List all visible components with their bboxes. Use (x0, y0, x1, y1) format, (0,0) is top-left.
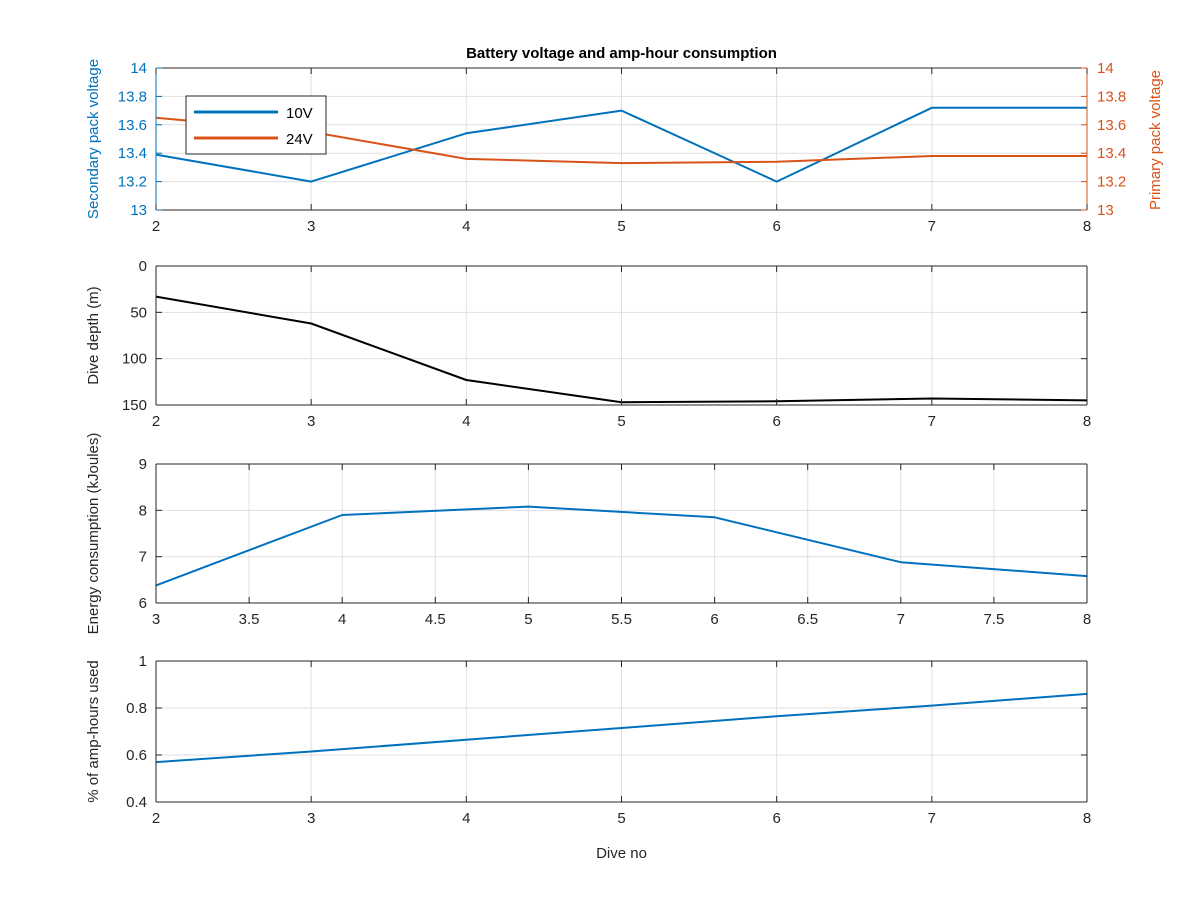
y-axis-label-right: Primary pack voltage (1147, 70, 1164, 210)
legend-label-24v: 24V (286, 131, 313, 148)
x-tick-label: 2 (152, 413, 160, 430)
y-tick-label-left: 9 (139, 456, 147, 473)
y-tick-label-left: 13.8 (118, 88, 147, 105)
chart-panel-3: 3 3.5 4 4.5 5 5.5 6 6.5 7 7.5 8 6 7 8 9 Energy consumpt… (85, 433, 1091, 635)
y-tick-label-right: 13 (1097, 202, 1114, 219)
y-axis-label-left: Dive depth (m) (85, 286, 102, 384)
y-tick-label-left: 0.6 (126, 747, 147, 764)
x-tick-label: 4 (462, 413, 470, 430)
y-tick-label-left: 13.2 (118, 174, 147, 191)
y-tick-label-left: 8 (139, 502, 147, 519)
y-tick-label-left: 7 (139, 549, 147, 566)
x-tick-label: 3 (307, 413, 315, 430)
y-tick-label-right: 13.2 (1097, 174, 1126, 191)
y-axis-label-left: Secondary pack voltage (85, 59, 102, 219)
x-tick-label: 7 (897, 611, 905, 628)
y-axis-label-left: Energy consumption (kJoules) (85, 433, 102, 635)
x-tick-label: 8 (1083, 218, 1091, 235)
y-tick-label-left: 13.4 (118, 145, 147, 162)
x-tick-label: 3 (152, 611, 160, 628)
y-tick-label-right: 13.6 (1097, 117, 1126, 134)
x-tick-label: 7 (928, 810, 936, 827)
y-tick-label-left: 13.6 (118, 117, 147, 134)
x-tick-label: 3 (307, 218, 315, 235)
x-tick-label: 6 (710, 611, 718, 628)
chart-panel-1: 2 3 4 5 6 7 8 13 13.2 13.4 13.6 13.8 14 13 13.2 13.4 13.… (85, 45, 1164, 235)
chart-title: Battery voltage and amp-hour consumption (466, 45, 777, 62)
x-tick-label: 2 (152, 218, 160, 235)
x-tick-label: 5 (617, 218, 625, 235)
x-tick-label: 8 (1083, 413, 1091, 430)
x-tick-label: 7 (928, 413, 936, 430)
x-tick-label: 5 (617, 810, 625, 827)
x-tick-label: 5 (617, 413, 625, 430)
x-tick-label: 6.5 (797, 611, 818, 628)
chart-panel-2: 2 3 4 5 6 7 8 0 50 100 150 Dive depth (m) (85, 258, 1091, 430)
legend: 10V 24V (185, 95, 327, 155)
x-tick-label: 8 (1083, 810, 1091, 827)
x-tick-label: 6 (772, 218, 780, 235)
y-tick-label-left: 6 (139, 595, 147, 612)
y-tick-label-left: 0.4 (126, 794, 147, 811)
x-tick-label: 6 (772, 413, 780, 430)
y-axis-label-left: % of amp-hours used (85, 660, 102, 803)
y-tick-label-left: 14 (130, 60, 147, 77)
chart-panel-4: 2 3 4 5 6 7 8 0.4 0.6 0.8 1 % of amp-hours used Dive… (85, 653, 1091, 862)
x-tick-label: 7 (928, 218, 936, 235)
legend-label-10v: 10V (286, 105, 313, 122)
y-tick-label-left: 1 (139, 653, 147, 670)
y-tick-label-left: 0.8 (126, 700, 147, 717)
series-line-3-1 (155, 505, 1088, 587)
x-tick-label: 4 (338, 611, 346, 628)
y-tick-label-left: 0 (139, 258, 147, 275)
y-tick-label-right: 13.4 (1097, 145, 1126, 162)
y-tick-label-left: 13 (130, 202, 147, 219)
x-tick-label: 4 (462, 218, 470, 235)
x-axis-label: Dive no (596, 845, 647, 862)
x-tick-label: 6 (772, 810, 780, 827)
y-tick-label-left: 150 (122, 397, 147, 414)
x-tick-label: 3 (307, 810, 315, 827)
legend-box (185, 95, 327, 155)
y-tick-label-right: 14 (1097, 60, 1114, 77)
y-tick-label-left: 100 (122, 351, 147, 368)
x-tick-label: 2 (152, 810, 160, 827)
x-tick-label: 7.5 (983, 611, 1004, 628)
y-tick-label-right: 13.8 (1097, 88, 1126, 105)
x-tick-label: 4 (462, 810, 470, 827)
x-tick-label: 5 (524, 611, 532, 628)
series-line-10v (155, 106, 1087, 183)
series-line-4-1 (155, 692, 1088, 764)
x-tick-label: 4.5 (425, 611, 446, 628)
x-tick-label: 3.5 (239, 611, 260, 628)
x-tick-label: 5.5 (611, 611, 632, 628)
x-tick-label: 8 (1083, 611, 1091, 628)
y-tick-label-left: 50 (130, 304, 147, 321)
